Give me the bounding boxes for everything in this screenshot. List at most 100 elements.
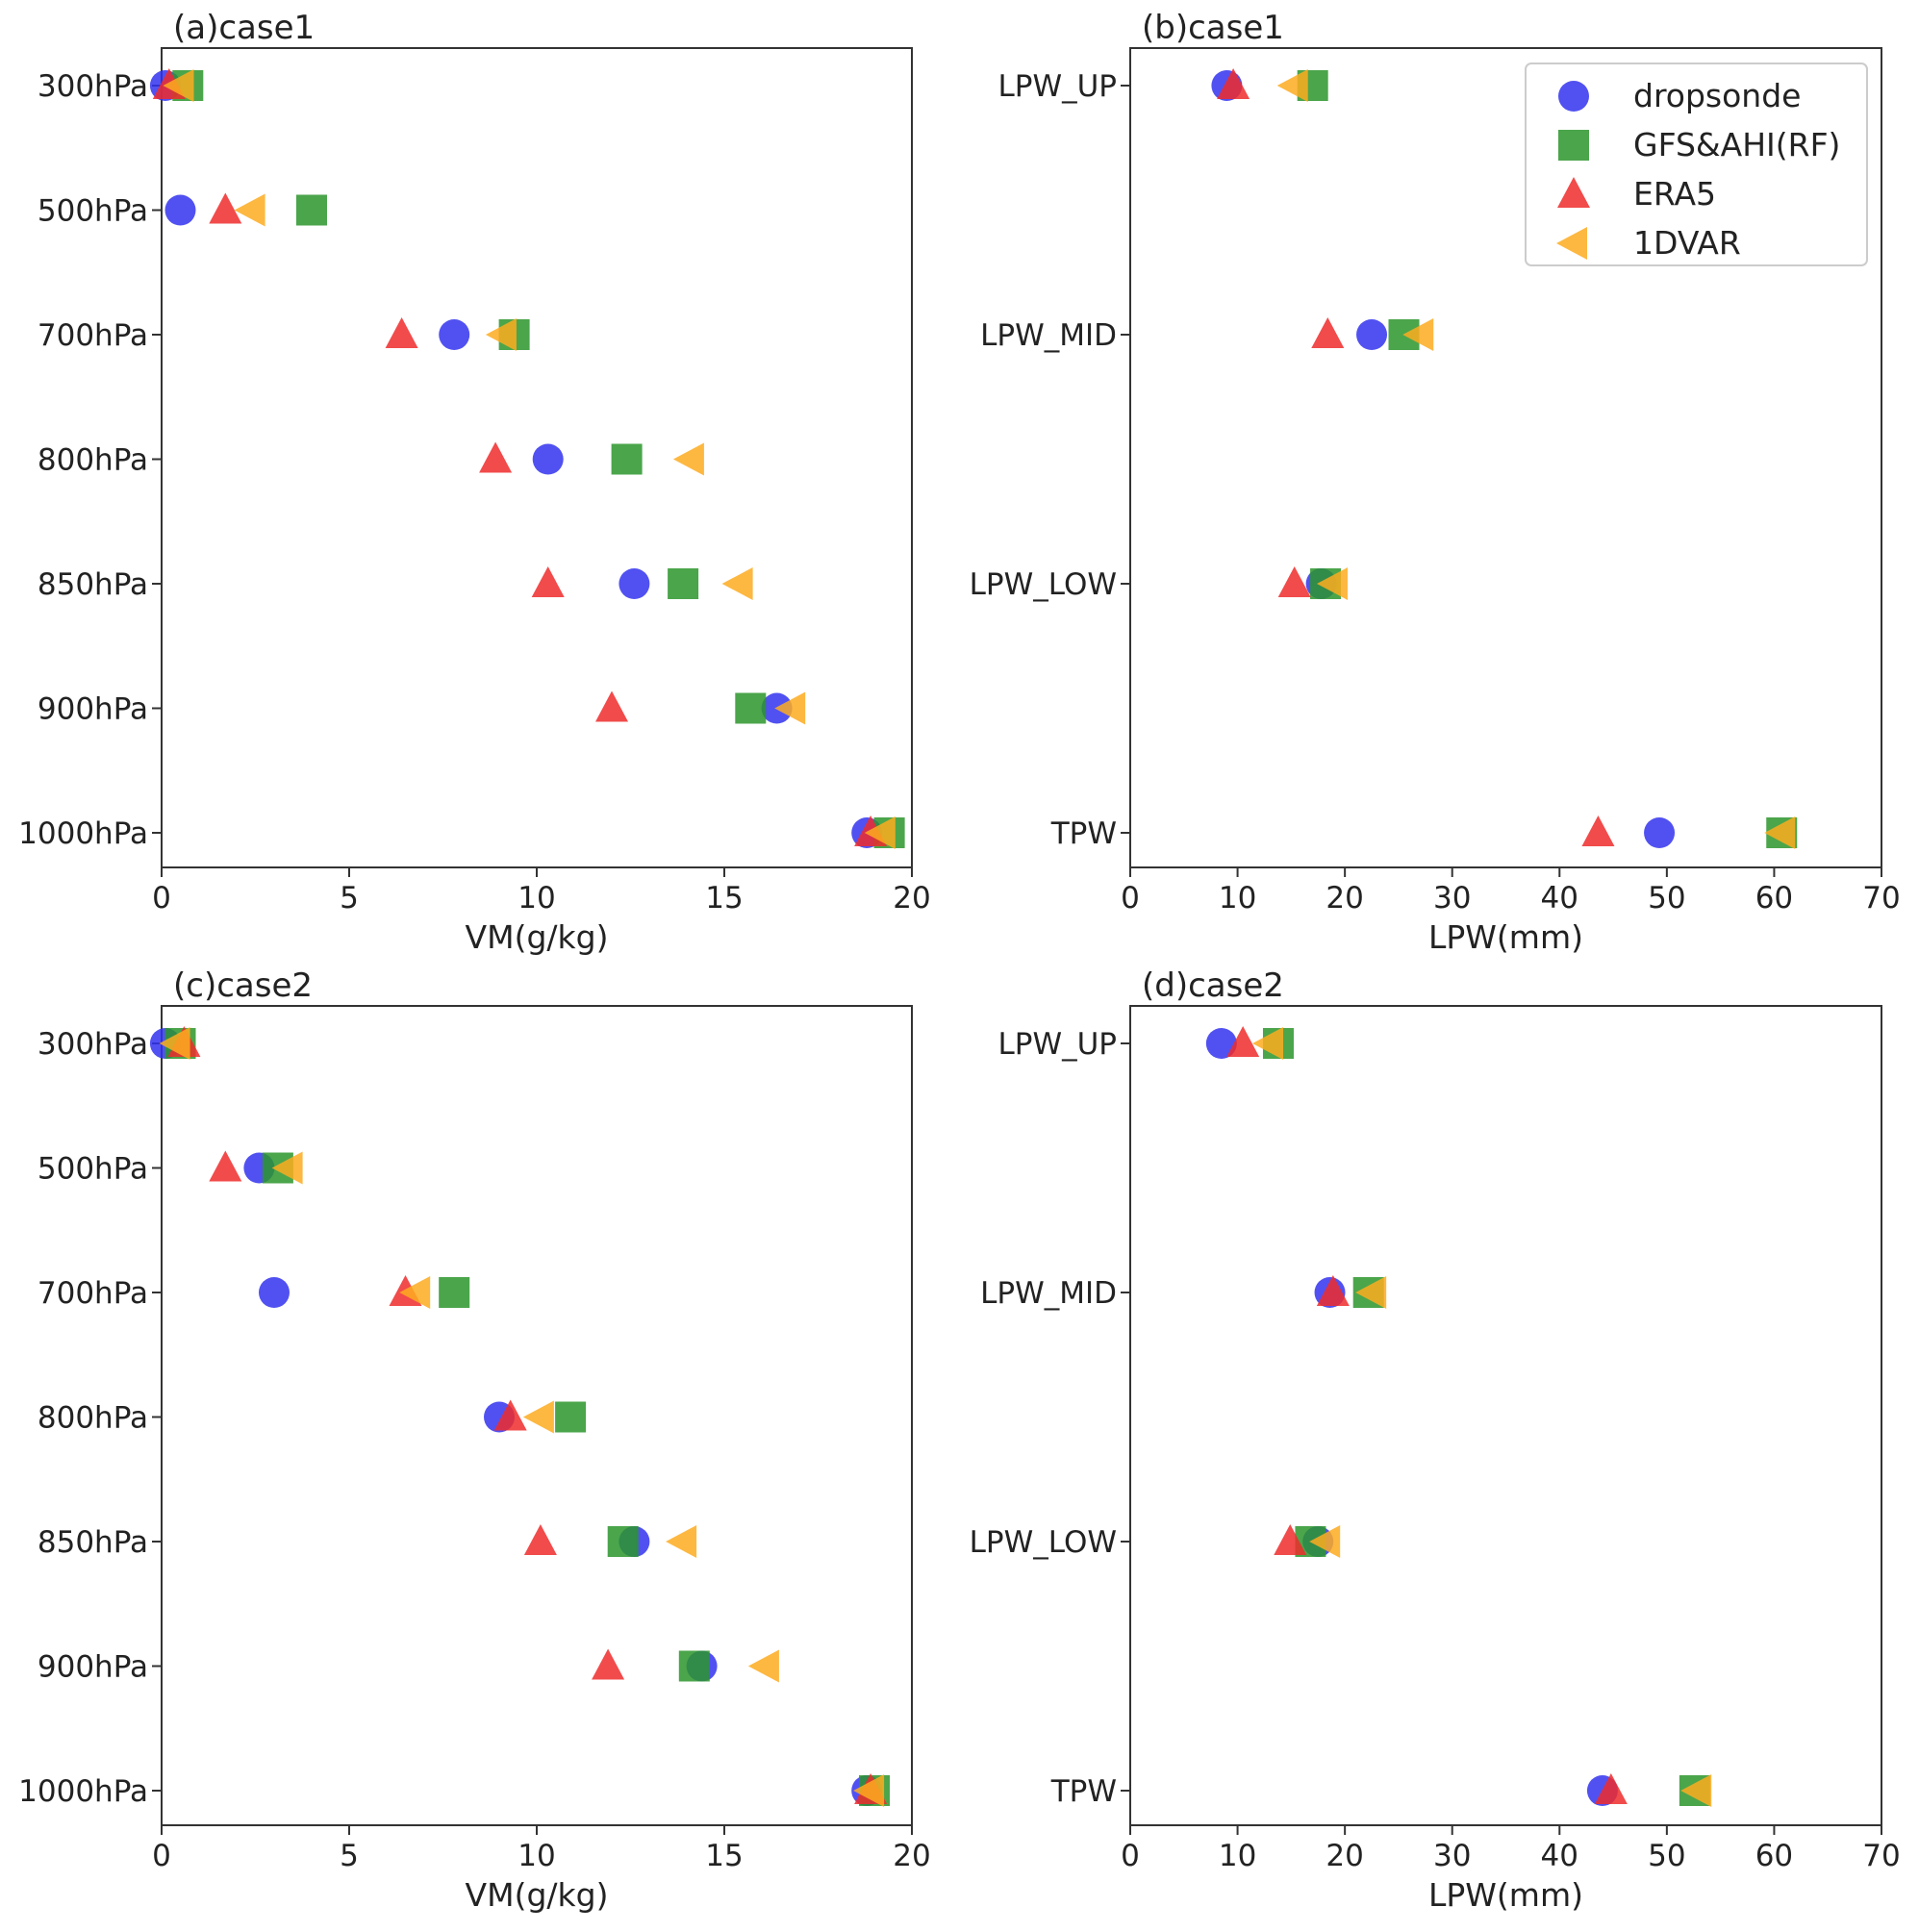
data-point-triangle-left xyxy=(747,1649,779,1683)
y-tick-label: 300hPa xyxy=(38,1027,148,1062)
data-point-triangle-up xyxy=(1311,317,1345,348)
data-point-circle xyxy=(1356,319,1388,350)
data-point-triangle-up xyxy=(209,1150,242,1182)
legend: dropsonde GFS&AHI(RF) ERA5 1DVAR xyxy=(1525,63,1868,266)
data-point-triangle-up xyxy=(1594,1773,1628,1804)
x-tick-label: 40 xyxy=(1541,881,1578,916)
data-point-triangle-left xyxy=(522,1400,554,1434)
data-point-triangle-up xyxy=(1581,815,1615,846)
legend-label: GFS&AHI(RF) xyxy=(1633,126,1840,163)
x-tick-label: 10 xyxy=(518,881,555,916)
panel-title: (c)case2 xyxy=(173,966,313,1005)
data-point-triangle-up xyxy=(523,1524,557,1555)
x-tick-label: 20 xyxy=(893,881,930,916)
x-axis-label: VM(g/kg) xyxy=(466,1876,609,1914)
x-axis-label: VM(g/kg) xyxy=(466,918,609,956)
plot-frame xyxy=(1129,47,1882,868)
chart-panel-a: (a)case1 0 5 10 15 20 VM(g/kg) 300hPa 500hPa 700h… xyxy=(18,9,931,956)
data-point-triangle-left xyxy=(853,1774,885,1807)
data-point-triangle-left xyxy=(1309,1525,1341,1558)
x-tick-label: 10 xyxy=(518,1839,555,1873)
data-point-triangle-left xyxy=(234,193,265,227)
x-tick-label: 0 xyxy=(152,881,171,916)
data-point-triangle-left xyxy=(1355,1276,1387,1309)
chart-panel-c: (c)case2 0 5 10 15 20 VM(g/kg) 300hPa 500hPa 700h… xyxy=(18,966,931,1914)
x-axis-label: LPW(mm) xyxy=(1428,1876,1583,1914)
y-tick-label: 1000hPa xyxy=(18,1774,148,1809)
y-tick-label: 500hPa xyxy=(38,194,148,229)
data-point-triangle-up xyxy=(592,1648,625,1680)
data-point-triangle-up xyxy=(209,192,242,224)
y-tick-label: LPW_LOW xyxy=(970,1525,1117,1560)
data-point-triangle-left xyxy=(1764,816,1796,849)
data-point-triangle-up xyxy=(1277,566,1311,597)
data-point-triangle-up xyxy=(385,317,418,348)
y-tick-label: LPW_MID xyxy=(980,1276,1117,1311)
x-tick-label: 60 xyxy=(1755,881,1793,916)
x-tick-label: 5 xyxy=(340,881,359,916)
data-point-triangle-left xyxy=(1316,567,1348,600)
data-point-circle xyxy=(1644,817,1676,848)
data-point-circle xyxy=(164,194,196,226)
y-tick-label: 800hPa xyxy=(38,1401,148,1436)
data-point-triangle-left xyxy=(163,69,194,102)
data-point-circle xyxy=(1205,1028,1237,1059)
x-axis-label: LPW(mm) xyxy=(1428,918,1583,956)
data-point-triangle-up xyxy=(531,566,565,597)
y-tick-label: LPW_LOW xyxy=(970,567,1117,602)
data-point-circle xyxy=(532,443,564,475)
x-tick-label: 20 xyxy=(1326,1839,1363,1873)
x-tick-label: 15 xyxy=(705,881,743,916)
data-point-triangle-left xyxy=(1252,1027,1284,1060)
data-point-triangle-up xyxy=(1226,1026,1260,1057)
y-tick-label: 900hPa xyxy=(38,692,148,727)
y-tick-label: 1000hPa xyxy=(18,816,148,851)
y-tick-label: LPW_MID xyxy=(980,318,1117,353)
x-tick-label: 5 xyxy=(340,1839,359,1873)
x-tick-label: 0 xyxy=(1121,881,1140,916)
panel-title: (a)case1 xyxy=(173,9,315,47)
chart-panel-d: (d)case2 0 10 20 30 40 50 60 70 LPW(mm) LPW_UP LPW_… xyxy=(970,966,1901,1914)
y-tick-label: 700hPa xyxy=(38,1276,148,1311)
data-point-triangle-left xyxy=(864,816,896,849)
y-tick-label: TPW xyxy=(1050,1774,1117,1809)
data-point-triangle-up xyxy=(595,690,628,722)
data-point-triangle-left xyxy=(666,1525,697,1558)
chart-panel-b: (b)case1 0 10 20 30 40 50 60 70 LPW(mm) LPW_UP LPW_… xyxy=(970,9,1901,956)
panel-title: (b)case1 xyxy=(1142,9,1284,47)
data-point-triangle-left xyxy=(485,318,517,351)
y-tick-label: 900hPa xyxy=(38,1650,148,1685)
x-tick-label: 70 xyxy=(1862,881,1900,916)
data-point-triangle-left xyxy=(399,1276,431,1309)
y-tick-label: 700hPa xyxy=(38,318,148,353)
x-tick-label: 10 xyxy=(1219,1839,1256,1873)
y-tick-label: LPW_UP xyxy=(997,1027,1117,1062)
data-point-square xyxy=(555,1401,587,1433)
y-tick-label: 850hPa xyxy=(38,1525,148,1560)
data-point-triangle-left xyxy=(672,442,704,476)
legend-label: 1DVAR xyxy=(1633,224,1741,262)
panel-title: (d)case2 xyxy=(1142,966,1284,1005)
data-point-square xyxy=(678,1650,710,1682)
y-tick-label: TPW xyxy=(1050,816,1117,851)
x-tick-label: 30 xyxy=(1433,1839,1471,1873)
legend-marker-triangle-left xyxy=(1556,227,1587,260)
x-tick-label: 30 xyxy=(1433,881,1471,916)
y-tick-label: 850hPa xyxy=(38,567,148,602)
x-tick-label: 70 xyxy=(1862,1839,1900,1873)
data-point-square xyxy=(439,1277,470,1308)
x-tick-label: 40 xyxy=(1541,1839,1578,1873)
legend-label: dropsonde xyxy=(1633,77,1801,114)
y-tick-label: 300hPa xyxy=(38,69,148,104)
data-point-triangle-up xyxy=(1217,68,1250,99)
x-tick-label: 10 xyxy=(1219,881,1256,916)
data-point-circle xyxy=(439,319,470,350)
y-tick-label: LPW_UP xyxy=(997,69,1117,104)
x-tick-label: 0 xyxy=(152,1839,171,1873)
data-point-triangle-up xyxy=(1316,1275,1350,1306)
data-point-triangle-left xyxy=(1680,1774,1712,1807)
data-point-square xyxy=(735,692,767,724)
data-point-circle xyxy=(619,568,650,599)
x-tick-label: 20 xyxy=(893,1839,930,1873)
